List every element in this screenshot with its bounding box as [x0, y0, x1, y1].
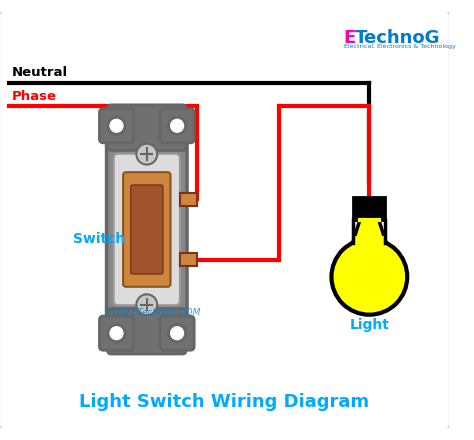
Text: Switch: Switch: [73, 232, 125, 246]
Bar: [352, 236, 386, 246]
Bar: [353, 197, 385, 220]
FancyBboxPatch shape: [108, 105, 186, 150]
FancyBboxPatch shape: [0, 11, 450, 429]
Bar: [181, 253, 198, 266]
FancyBboxPatch shape: [108, 308, 186, 354]
FancyBboxPatch shape: [131, 185, 163, 274]
FancyBboxPatch shape: [100, 316, 134, 350]
Bar: [181, 193, 198, 206]
Text: Neutral: Neutral: [11, 66, 67, 79]
Text: WWW.ETechnoG.COM: WWW.ETechnoG.COM: [103, 308, 200, 317]
FancyBboxPatch shape: [114, 154, 180, 305]
Circle shape: [108, 117, 125, 134]
Polygon shape: [353, 220, 385, 241]
FancyBboxPatch shape: [107, 132, 187, 326]
Circle shape: [331, 239, 407, 315]
Text: TechnoG: TechnoG: [355, 29, 441, 47]
Text: Phase: Phase: [11, 90, 56, 103]
Circle shape: [108, 325, 125, 342]
Circle shape: [169, 117, 186, 134]
FancyBboxPatch shape: [160, 316, 194, 350]
FancyBboxPatch shape: [100, 109, 134, 143]
Text: E: E: [344, 29, 356, 47]
Circle shape: [169, 325, 186, 342]
Text: Electrical, Electronics & Technology: Electrical, Electronics & Technology: [344, 44, 456, 49]
Text: Light Switch Wiring Diagram: Light Switch Wiring Diagram: [79, 393, 370, 411]
FancyBboxPatch shape: [160, 109, 194, 143]
Circle shape: [137, 144, 157, 165]
FancyBboxPatch shape: [123, 172, 171, 287]
Text: Light: Light: [349, 318, 389, 332]
Circle shape: [137, 294, 157, 315]
